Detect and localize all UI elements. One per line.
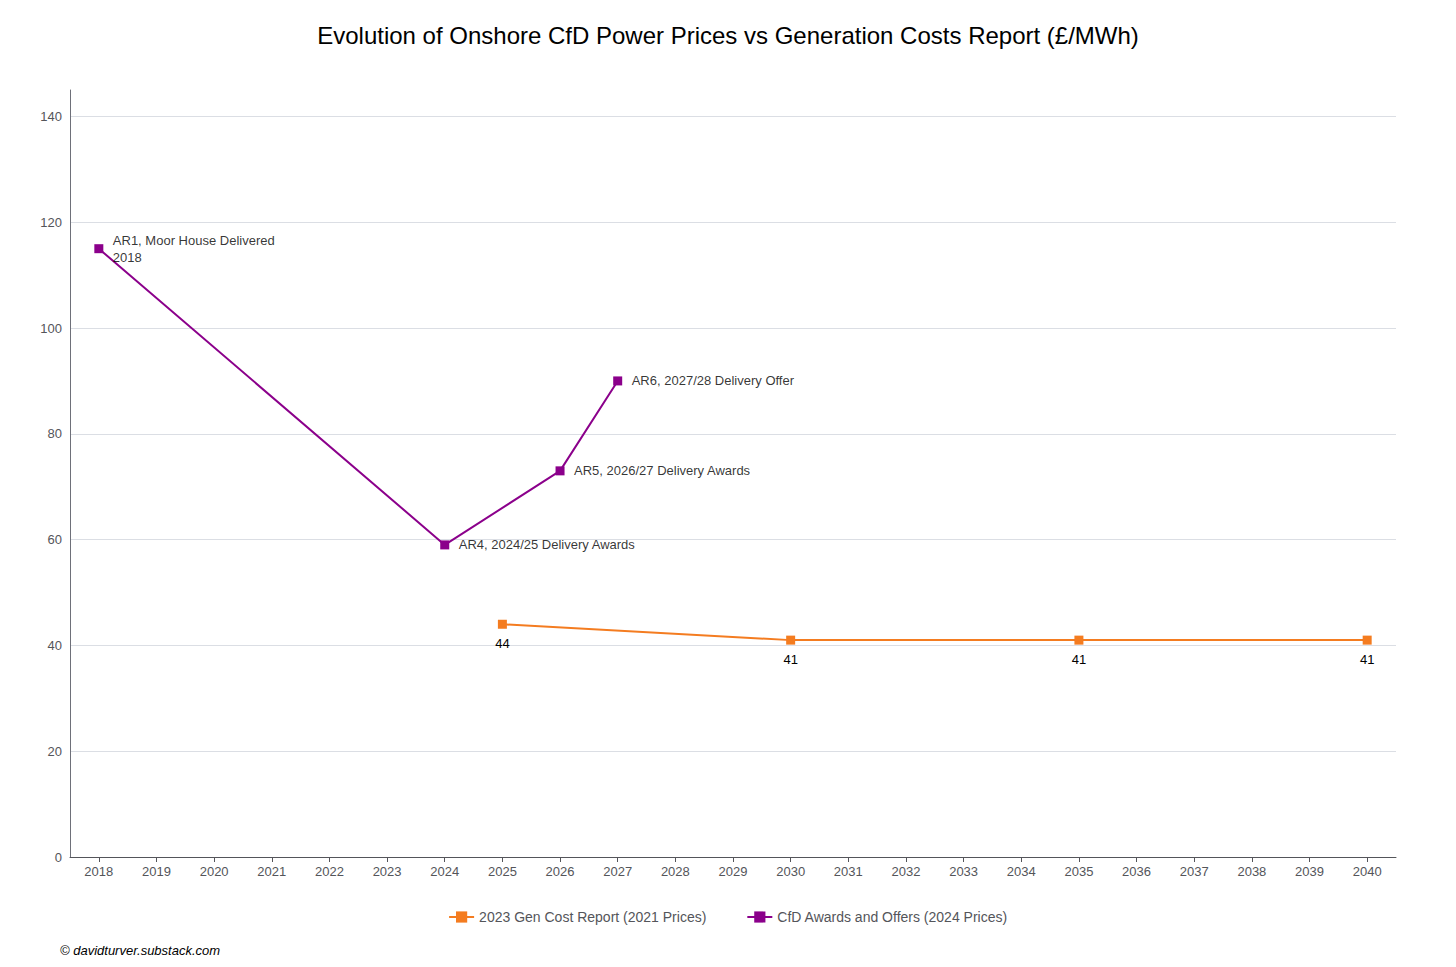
svg-text:AR5, 2026/27 Delivery Awards: AR5, 2026/27 Delivery Awards [574,463,751,478]
svg-text:2029: 2029 [719,864,748,879]
svg-text:AR4, 2024/25 Delivery Awards: AR4, 2024/25 Delivery Awards [459,537,636,552]
svg-text:44: 44 [495,636,509,651]
svg-text:60: 60 [48,532,62,547]
svg-text:2037: 2037 [1180,864,1209,879]
svg-text:0: 0 [55,850,62,865]
svg-text:41: 41 [1072,652,1086,667]
svg-text:2018: 2018 [84,864,113,879]
svg-text:2038: 2038 [1237,864,1266,879]
svg-text:2023 Gen Cost Report (2021 Pri: 2023 Gen Cost Report (2021 Prices) [479,909,706,925]
svg-text:140: 140 [40,109,62,124]
svg-text:2034: 2034 [1007,864,1036,879]
svg-text:100: 100 [40,321,62,336]
svg-text:Evolution of Onshore CfD Power: Evolution of Onshore CfD Power Prices vs… [317,22,1139,49]
svg-text:2020: 2020 [200,864,229,879]
svg-text:2028: 2028 [661,864,690,879]
svg-text:CfD Awards and Offers (2024 Pr: CfD Awards and Offers (2024 Prices) [777,909,1007,925]
svg-text:41: 41 [783,652,797,667]
svg-text:© davidturver.substack.com: © davidturver.substack.com [60,943,220,958]
svg-text:2036: 2036 [1122,864,1151,879]
svg-text:2019: 2019 [142,864,171,879]
svg-text:AR1, Moor House Delivered: AR1, Moor House Delivered [113,233,275,248]
svg-text:2018: 2018 [113,250,142,265]
svg-text:2027: 2027 [603,864,632,879]
svg-text:2030: 2030 [776,864,805,879]
svg-text:2021: 2021 [257,864,286,879]
svg-text:AR6, 2027/28 Delivery Offer: AR6, 2027/28 Delivery Offer [632,373,795,388]
svg-text:80: 80 [48,426,62,441]
svg-text:41: 41 [1360,652,1374,667]
svg-text:40: 40 [48,638,62,653]
svg-text:2031: 2031 [834,864,863,879]
svg-text:2040: 2040 [1353,864,1382,879]
svg-text:2024: 2024 [430,864,459,879]
svg-text:2035: 2035 [1064,864,1093,879]
svg-text:2023: 2023 [373,864,402,879]
svg-text:2039: 2039 [1295,864,1324,879]
svg-text:2033: 2033 [949,864,978,879]
svg-text:120: 120 [40,215,62,230]
svg-text:2022: 2022 [315,864,344,879]
svg-text:2025: 2025 [488,864,517,879]
svg-text:2026: 2026 [546,864,575,879]
svg-text:2032: 2032 [891,864,920,879]
svg-text:20: 20 [48,744,62,759]
